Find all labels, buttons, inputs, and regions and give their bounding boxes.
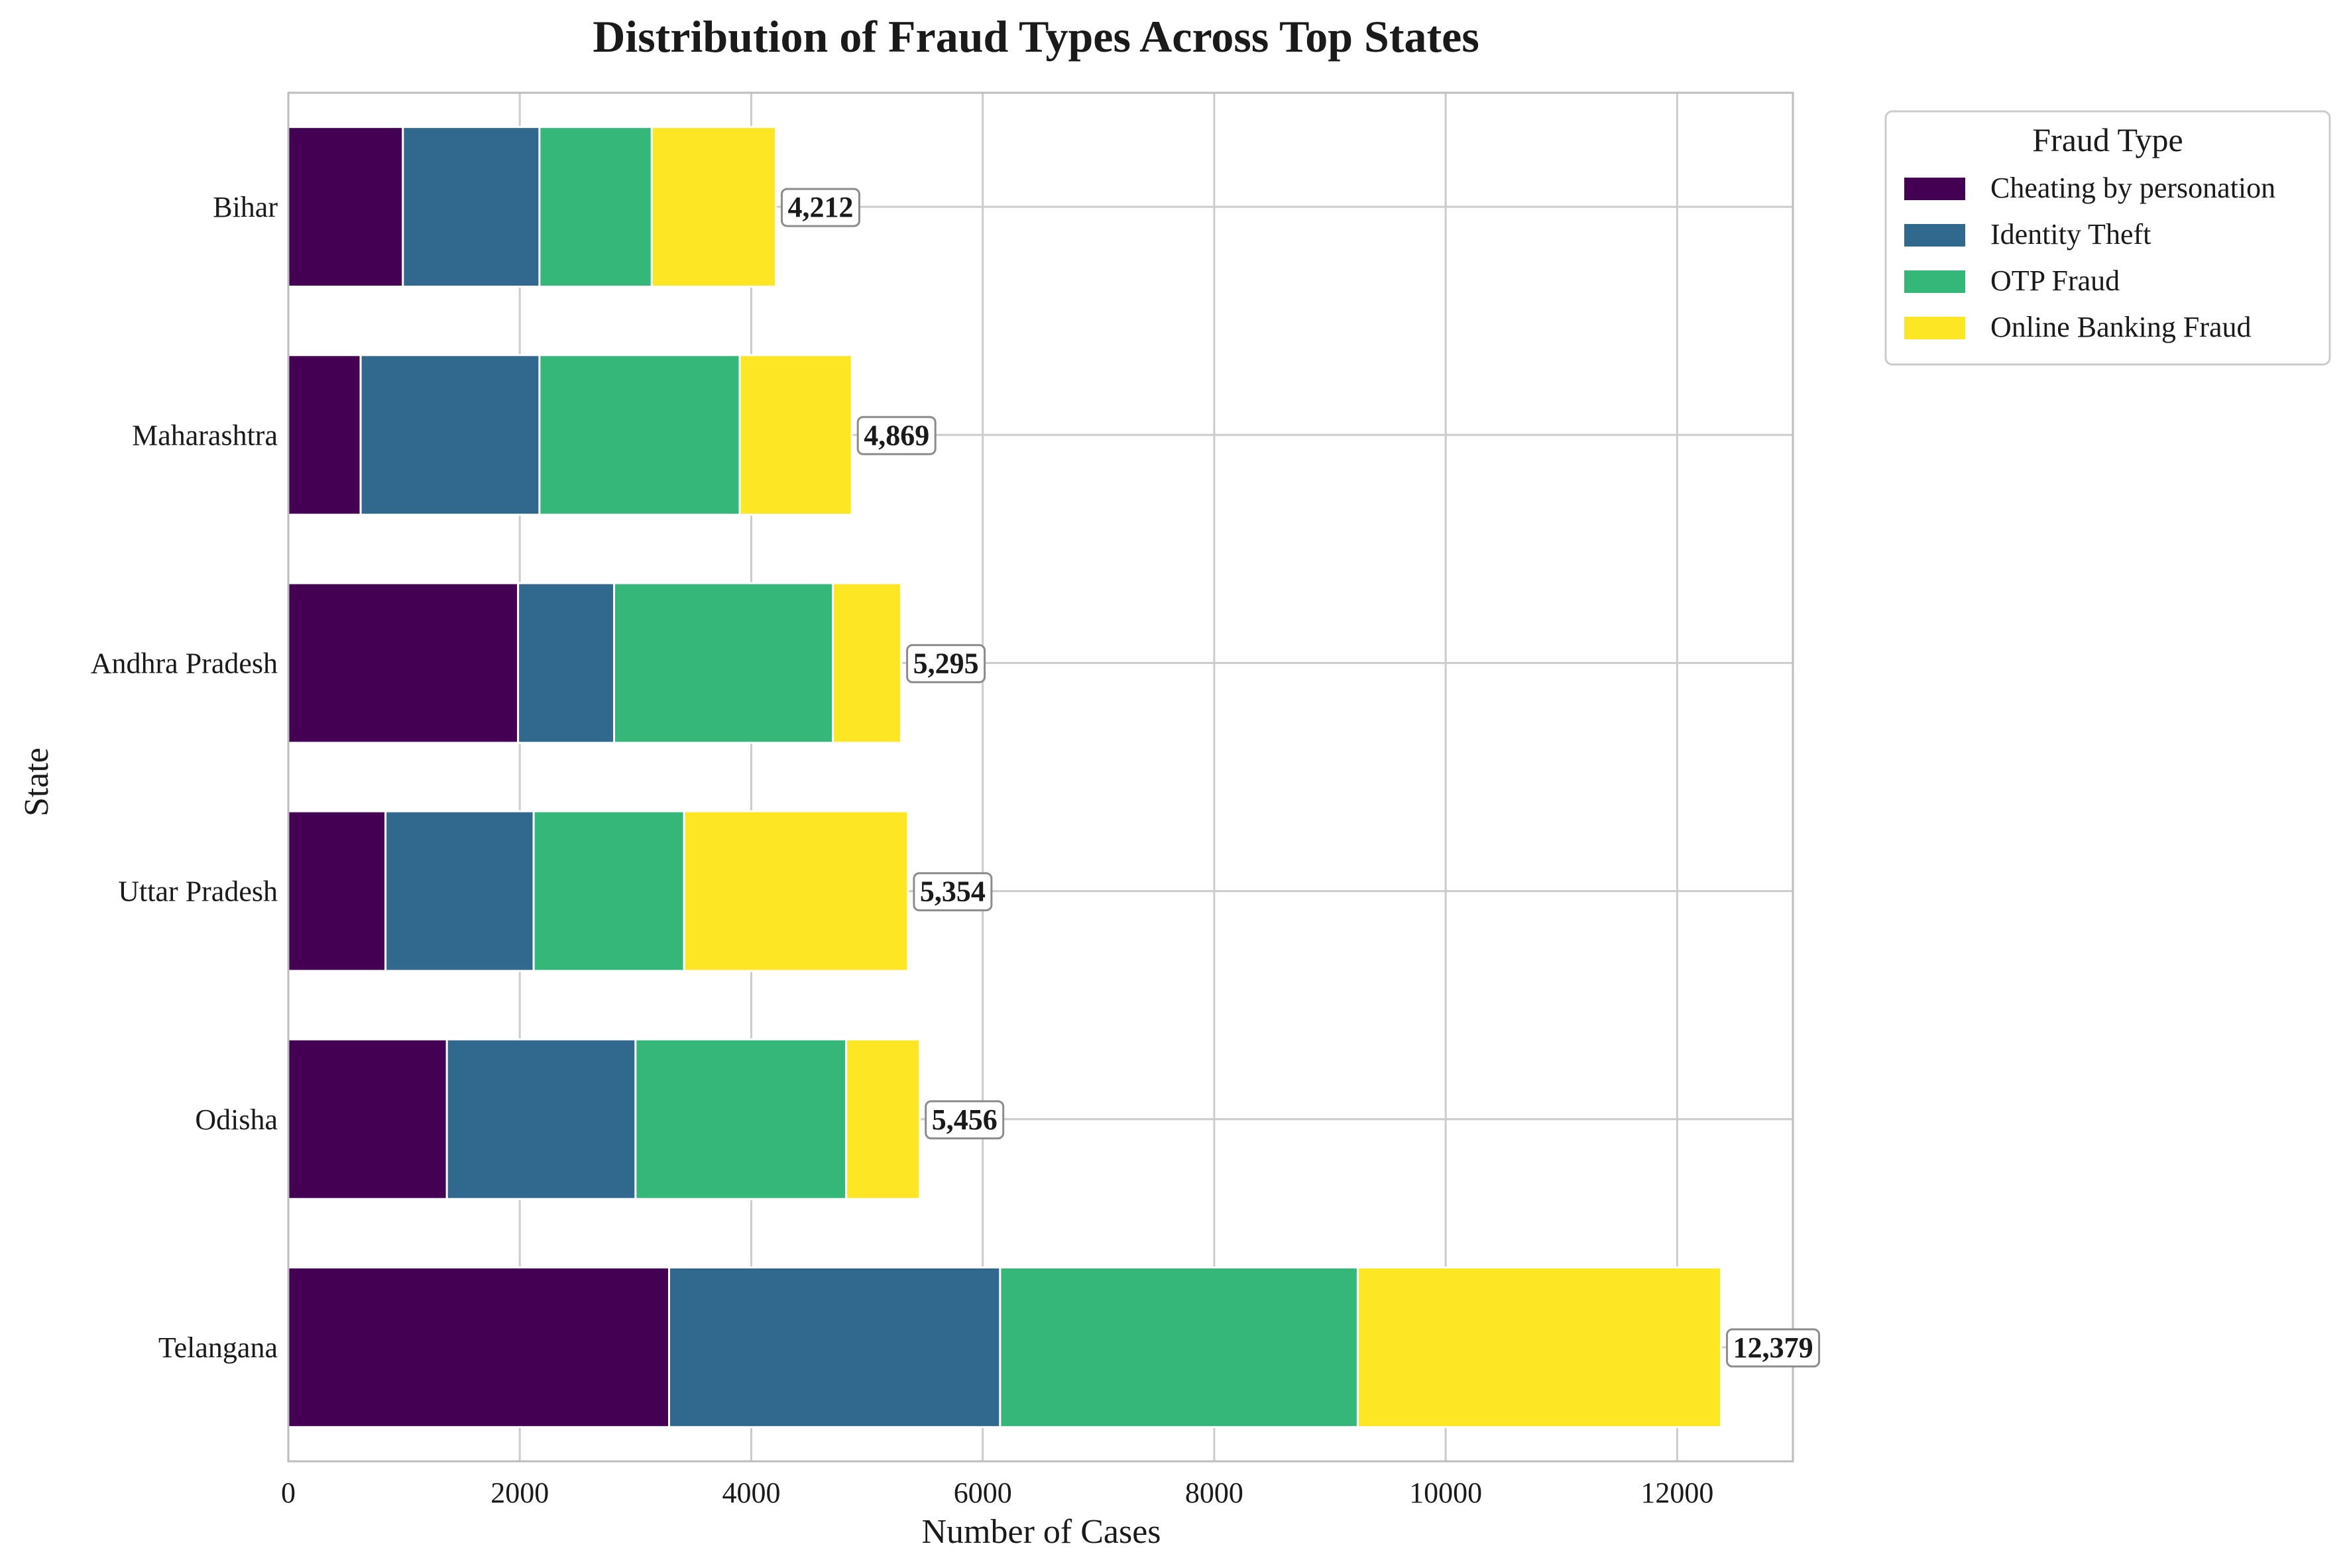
- chart-title: Distribution of Fraud Types Across Top S…: [593, 11, 1479, 62]
- y-tick-label: Odisha: [195, 1103, 278, 1136]
- bar-segment: [384, 810, 535, 972]
- total-label-box: [906, 644, 986, 683]
- bar-segment: [683, 810, 909, 972]
- legend-item[interactable]: Identity Theft: [1904, 218, 2151, 251]
- legend-swatch: [1904, 224, 1965, 247]
- x-tick-label: 12000: [1640, 1477, 1713, 1509]
- bar-segment: [287, 354, 362, 516]
- total-label-box: [925, 1100, 1005, 1140]
- total-label-group: 12,379: [1726, 1328, 1821, 1368]
- bar-segment: [287, 1266, 670, 1428]
- legend[interactable]: Fraud Type Cheating by personation Identit…: [1884, 110, 2331, 366]
- legend-box: [1884, 110, 2331, 366]
- bar-segment: [287, 1038, 448, 1200]
- bar-segment: [832, 582, 903, 744]
- x-ticks: 0 2000 4000 6000 8000 10000 12000: [281, 1477, 1713, 1509]
- total-label-box: [1726, 1328, 1821, 1368]
- x-tick-label: 4000: [722, 1477, 780, 1509]
- y-tick-label: Andhra Pradesh: [91, 647, 278, 679]
- total-label-group: 5,456: [925, 1100, 1005, 1140]
- legend-item[interactable]: OTP Fraud: [1904, 264, 2120, 297]
- total-label-box: [780, 188, 860, 227]
- legend-title: Fraud Type: [2032, 121, 2183, 158]
- bar-segment: [517, 582, 616, 744]
- plot-border: [287, 91, 1794, 1463]
- legend-swatch: [1904, 317, 1965, 339]
- bar-segment: [613, 582, 834, 744]
- bar-segment: [1356, 1266, 1723, 1428]
- y-tick-label: Bihar: [213, 191, 278, 223]
- y-ticks: Telangana Odisha Uttar Pradesh Andhra Prade…: [91, 191, 278, 1364]
- bar-segment: [287, 126, 404, 288]
- bar-segment: [445, 1038, 637, 1200]
- total-label: 12,379: [1733, 1331, 1813, 1364]
- plot-frame: [287, 91, 1794, 1463]
- x-tick-label: 8000: [1185, 1477, 1243, 1509]
- bar-segment: [738, 354, 853, 516]
- legend-item[interactable]: Online Banking Fraud: [1904, 311, 2252, 343]
- bar-segment: [650, 126, 777, 288]
- bar-segment: [532, 810, 685, 972]
- total-label: 5,295: [913, 647, 979, 679]
- legend-label: Identity Theft: [1990, 218, 2151, 251]
- total-labels: 12,379 5,456 5,354 5,295 4,869 4,212: [780, 188, 1821, 1368]
- y-tick-label: Telangana: [158, 1331, 278, 1364]
- bar-segment: [538, 126, 653, 288]
- x-axis-label: Number of Cases: [921, 1513, 1161, 1551]
- total-label-group: 4,212: [780, 188, 860, 227]
- total-label: 5,354: [920, 875, 986, 908]
- bar-segment: [845, 1038, 921, 1200]
- y-tick-label: Uttar Pradesh: [118, 875, 278, 908]
- legend-swatch: [1904, 178, 1965, 200]
- total-label: 4,212: [787, 191, 853, 223]
- x-tick-label: 2000: [490, 1477, 549, 1509]
- bar-segment: [287, 582, 520, 744]
- x-tick-label: 0: [281, 1477, 296, 1509]
- bar-segment: [538, 354, 741, 516]
- total-label-box: [913, 872, 993, 912]
- legend-item[interactable]: Cheating by personation: [1904, 172, 2275, 204]
- total-label-box: [856, 416, 937, 455]
- bar-segment: [634, 1038, 848, 1200]
- bar-segment: [402, 126, 541, 288]
- total-label-group: 5,295: [906, 644, 986, 683]
- bars: [287, 126, 1723, 1428]
- total-label-group: 5,354: [913, 872, 993, 912]
- bar-segment: [287, 810, 387, 972]
- legend-label: Cheating by personation: [1990, 172, 2275, 204]
- x-tick-label: 10000: [1409, 1477, 1482, 1509]
- total-label: 5,456: [932, 1103, 998, 1136]
- legend-swatch: [1904, 270, 1965, 293]
- legend-label: OTP Fraud: [1990, 264, 2120, 297]
- total-label-group: 4,869: [856, 416, 937, 455]
- legend-label: Online Banking Fraud: [1990, 311, 2252, 343]
- bar-segment: [667, 1266, 1002, 1428]
- bar-segment: [359, 354, 541, 516]
- y-axis-label: State: [18, 748, 56, 816]
- y-tick-label: Maharashtra: [132, 419, 278, 451]
- bar-segment: [999, 1266, 1359, 1428]
- total-label: 4,869: [864, 419, 929, 451]
- x-tick-label: 6000: [954, 1477, 1012, 1509]
